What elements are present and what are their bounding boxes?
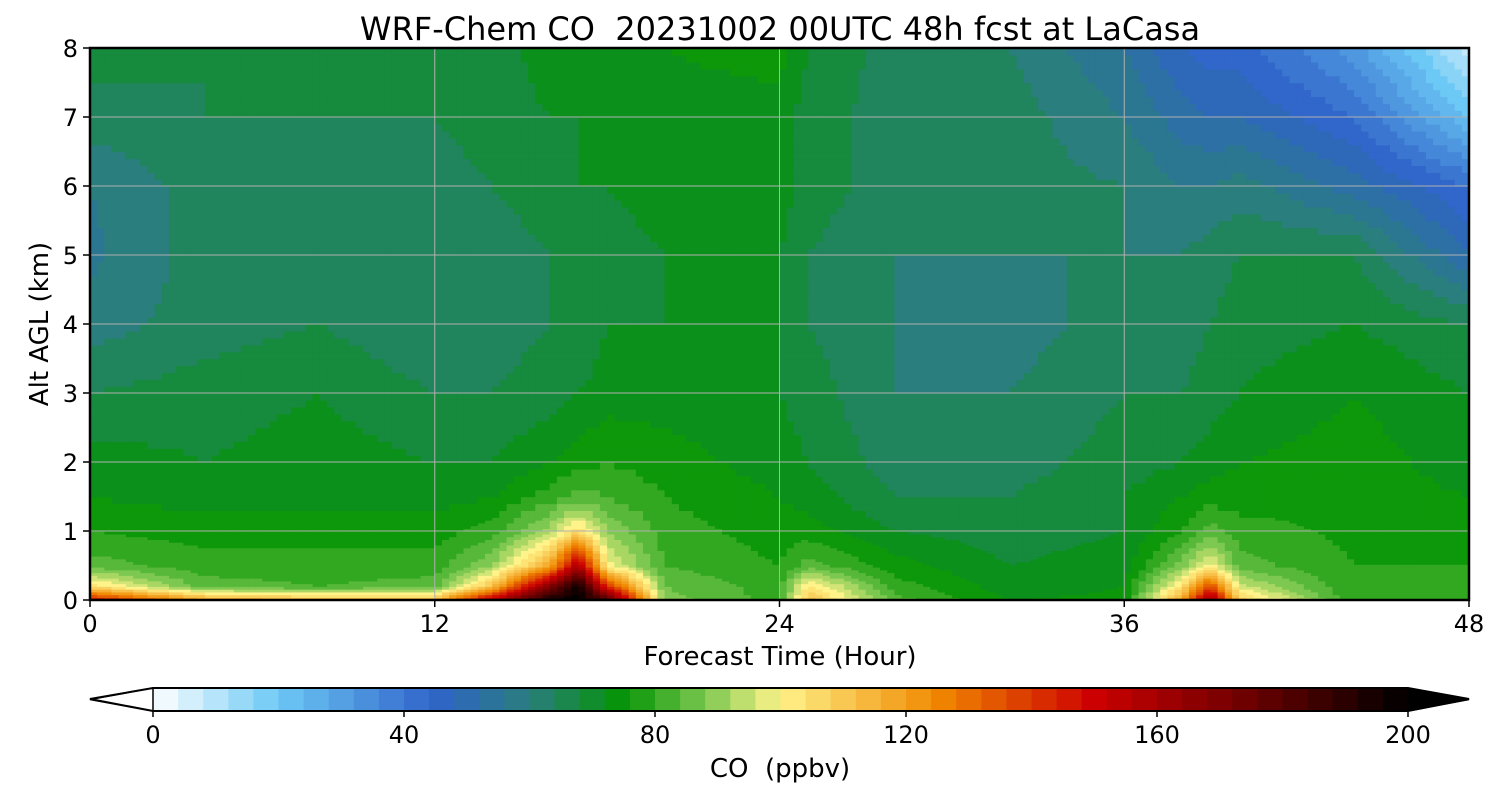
chart-title: WRF-Chem CO 20231002 00UTC 48h fcst at L… [360,10,1200,48]
chart-canvas: WRF-Chem CO 20231002 00UTC 48h fcst at L… [0,0,1500,800]
